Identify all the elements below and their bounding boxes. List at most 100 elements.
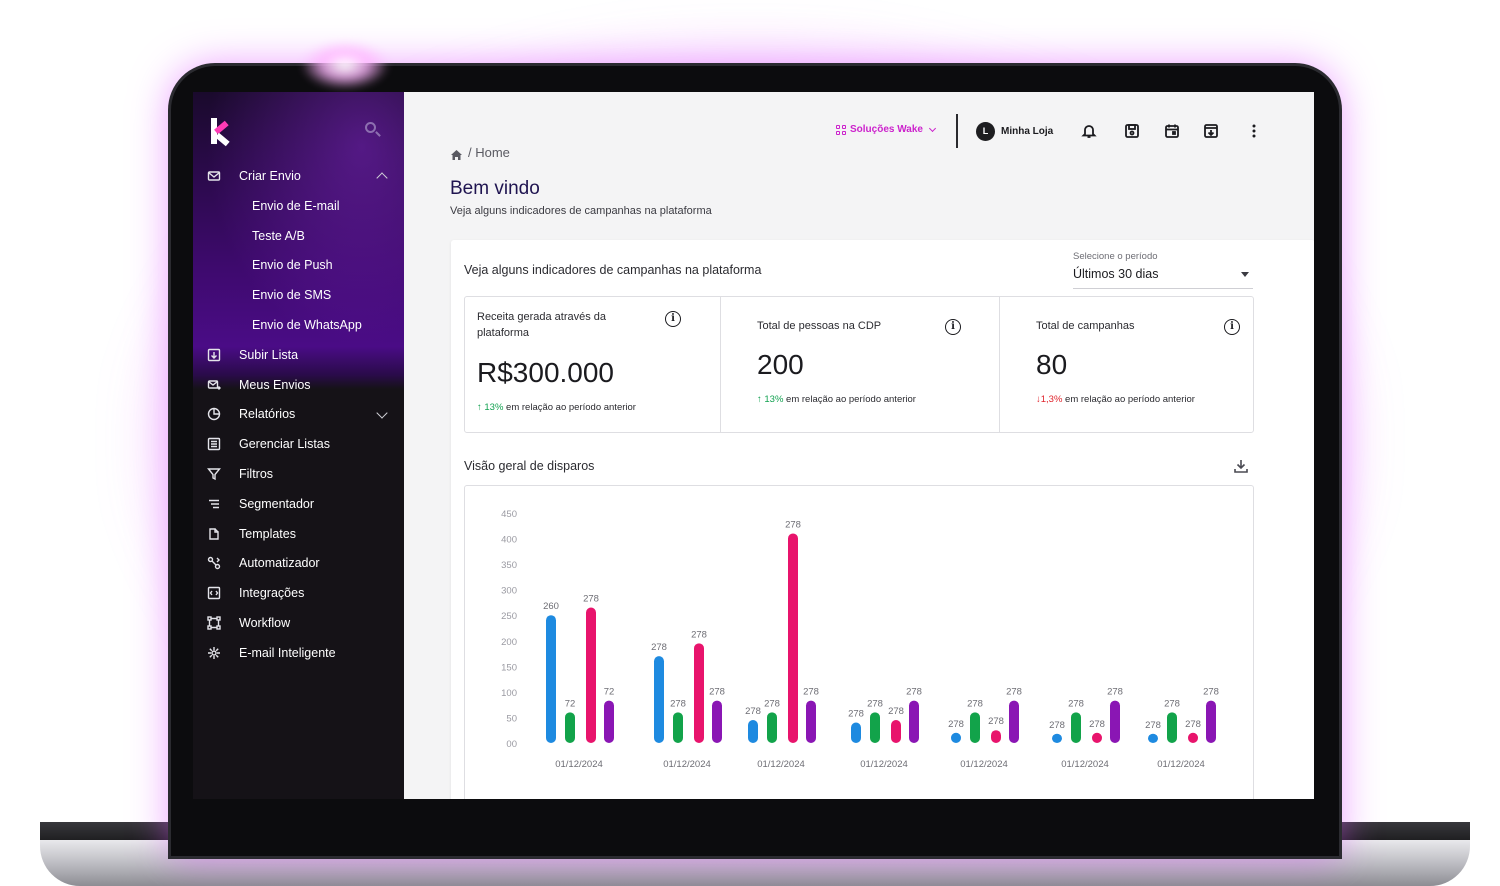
x-tick-label: 01/12/2024 [757, 759, 805, 770]
solucoes-label: Soluções Wake [850, 124, 923, 135]
chart-bar [970, 712, 980, 743]
sidebar-item-label: Envio de SMS [252, 288, 332, 303]
y-tick-label: 200 [501, 637, 517, 648]
kpi-value: R$300.000 [477, 357, 615, 388]
sidebar-item-label: Criar Envio [239, 169, 301, 183]
data-label: 278 [1068, 698, 1084, 709]
k-logo[interactable] [211, 118, 233, 147]
x-tick-label: 01/12/2024 [555, 759, 603, 770]
x-tick-label: 01/12/2024 [663, 759, 711, 770]
light-flare [300, 40, 390, 90]
save-icon[interactable] [1124, 123, 1140, 139]
sidebar-item-gerenciar-listas[interactable]: Gerenciar Listas [193, 430, 404, 458]
caret-down-icon [1241, 272, 1249, 277]
sidebar-item-automatizador[interactable]: Automatizador [193, 549, 404, 577]
info-icon[interactable]: i [665, 311, 681, 327]
chart-bar [1009, 700, 1019, 743]
data-label: 278 [906, 687, 922, 698]
y-tick-label: 00 [506, 739, 517, 750]
chart-bar [1071, 712, 1081, 743]
data-label: 278 [967, 698, 983, 709]
data-label: 278 [785, 519, 801, 530]
sidebar-item-meus-envios[interactable]: Meus Envios [193, 371, 404, 399]
data-label: 278 [1049, 720, 1065, 731]
app-screen: Criar Envio Envio de E-mail Teste A/B Envio… [193, 92, 1314, 799]
data-label: 278 [764, 698, 780, 709]
calendar-icon[interactable] [1164, 123, 1180, 139]
chart-bar [1148, 733, 1158, 743]
data-label: 278 [670, 698, 686, 709]
period-select[interactable]: Últimos 30 dias [1073, 267, 1253, 289]
chart-bar [806, 700, 816, 743]
sidebar-item-label: Envio de WhatsApp [252, 318, 362, 332]
sidebar-item-workflow[interactable]: Workflow [193, 609, 404, 637]
chart-bar [654, 656, 664, 743]
bell-icon[interactable] [1081, 123, 1097, 139]
kpi-cdp-people: Total de pessoas na CDP i 200 ↑ 13% em r… [720, 297, 999, 432]
chart-bar [748, 720, 758, 743]
kpi-label: Total de campanhas [1036, 320, 1135, 332]
y-tick-label: 100 [501, 688, 517, 699]
chart-bar [1110, 700, 1120, 743]
sidebar-item-label: E-mail Inteligente [239, 645, 336, 660]
info-icon[interactable]: i [945, 319, 961, 335]
sidebar-item-templates[interactable]: Templates [193, 520, 404, 548]
sidebar-item-envio-de-push[interactable]: Envio de Push [193, 251, 404, 279]
home-icon[interactable] [451, 148, 462, 160]
info-icon[interactable]: i [1224, 319, 1240, 335]
x-tick-label: 01/12/2024 [860, 759, 908, 770]
sidebar-item-label: Automatizador [239, 556, 320, 571]
sidebar-item-label: Subir Lista [239, 347, 299, 362]
chevron-down-icon [376, 407, 388, 420]
chart-bar [546, 615, 556, 743]
filter-icon [207, 467, 221, 481]
chart-bar [712, 700, 722, 743]
sidebar-item-envio-de-e-mail[interactable]: Envio de E-mail [193, 192, 404, 220]
archive-download-icon[interactable] [1203, 123, 1219, 139]
chart-bar [1167, 712, 1177, 743]
chart-bar [891, 720, 901, 743]
x-tick-label: 01/12/2024 [1157, 759, 1205, 770]
data-label: 278 [651, 642, 667, 653]
sidebar-item-segmentador[interactable]: Segmentador [193, 490, 404, 518]
delta-percent: ↓1,3% [1036, 394, 1063, 405]
chart-bar [1092, 732, 1102, 743]
kpi-delta: ↑ 13% em relação ao período anterior [477, 402, 636, 413]
integration-icon [207, 586, 221, 600]
chevron-up-icon [376, 172, 388, 184]
data-label: 278 [848, 709, 864, 720]
data-label: 278 [1145, 720, 1161, 731]
mail-icon [207, 169, 221, 183]
kpi-delta: ↑ 13% em relação ao período anterior [757, 394, 916, 405]
sidebar-item-envio-de-whatsapp[interactable]: Envio de WhatsApp [193, 311, 404, 339]
upload-list-icon [207, 348, 221, 362]
y-tick-label: 450 [501, 509, 517, 520]
sidebar-item-filtros[interactable]: Filtros [193, 460, 404, 488]
search-icon[interactable] [365, 122, 381, 138]
chart-bar [951, 732, 961, 743]
download-icon[interactable] [1233, 458, 1249, 474]
kpi-row: Receita gerada através da plataforma i R… [464, 296, 1254, 433]
avatar[interactable]: L [976, 122, 995, 141]
sidebar-item-criar-envio[interactable]: Criar Envio [193, 162, 404, 190]
sidebar-item-label: Segmentador [239, 496, 315, 511]
data-label: 278 [1089, 719, 1105, 730]
sidebar-item-subir-lista[interactable]: Subir Lista [193, 341, 404, 369]
sidebar-item-integracoes[interactable]: Integrações [193, 579, 404, 607]
sidebar-item-teste-a-b[interactable]: Teste A/B [193, 222, 404, 250]
store-name[interactable]: Minha Loja [1001, 126, 1054, 137]
sent-mail-icon [207, 378, 221, 392]
sidebar-item-relatorios[interactable]: Relatórios [193, 400, 404, 428]
kpi-value: 200 [757, 349, 804, 380]
breadcrumb-home[interactable]: / Home [468, 145, 510, 160]
chart-bar [565, 712, 575, 743]
data-label: 278 [803, 687, 819, 698]
sidebar-item-e-mail-inteligente[interactable]: E-mail Inteligente [193, 639, 404, 667]
data-label: 260 [543, 601, 559, 612]
solucoes-wake-button[interactable]: Soluções Wake [836, 124, 937, 135]
more-vertical-icon[interactable] [1246, 123, 1262, 139]
sidebar-item-envio-de-sms[interactable]: Envio de SMS [193, 281, 404, 309]
chart-bar [1206, 700, 1216, 743]
delta-text: em relação ao período anterior [503, 402, 636, 413]
